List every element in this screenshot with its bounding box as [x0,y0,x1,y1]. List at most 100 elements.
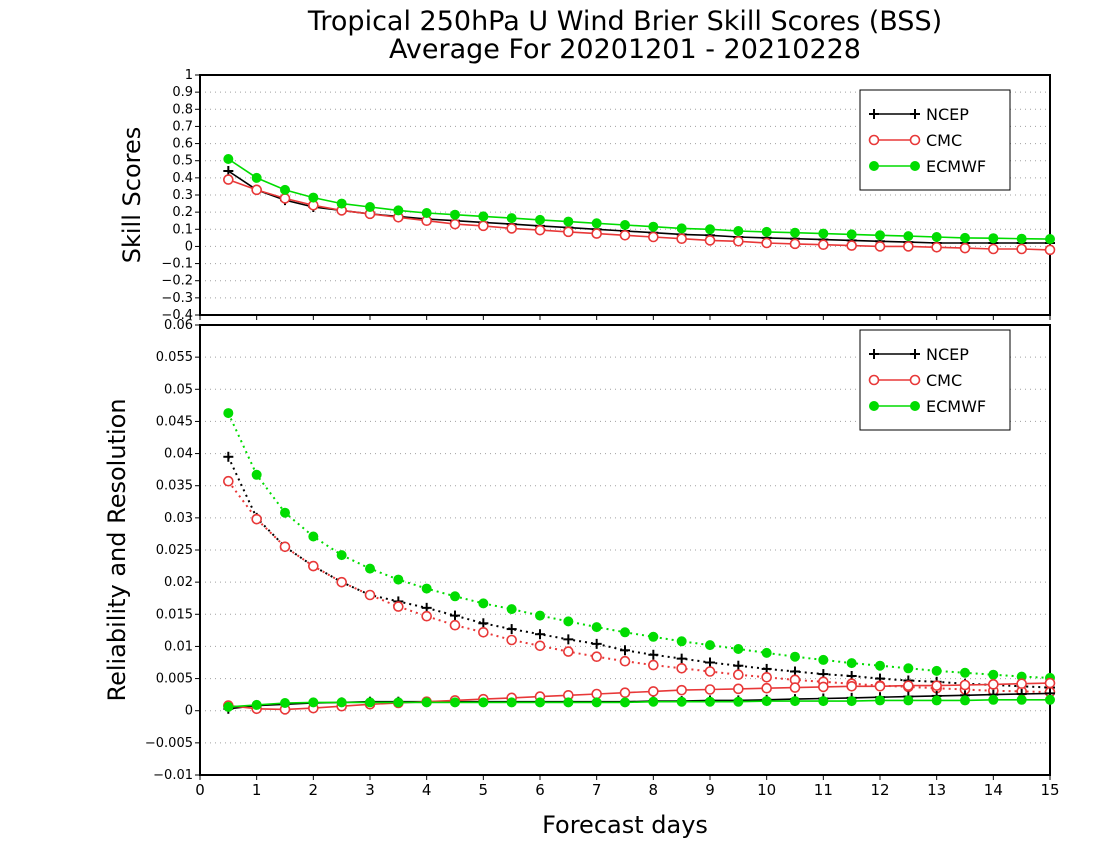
data-point [591,218,602,229]
data-point [563,616,574,627]
data-point [535,697,545,708]
y-axis-label: Skill Scores [118,127,146,264]
data-point [705,696,715,707]
y-tick-label: 0.045 [156,414,193,429]
legend-marker [869,401,879,411]
x-tick-label: 12 [870,781,889,799]
data-point [818,696,829,707]
data-point [761,682,772,694]
data-point [506,213,517,224]
data-point [279,541,291,553]
x-tick-label: 0 [195,781,205,799]
data-point [733,226,744,236]
data-point [280,184,290,195]
x-tick-label: 4 [422,781,432,799]
data-point [761,226,772,237]
data-point [733,669,744,681]
data-point [591,638,602,649]
data-point [223,451,234,462]
legend-marker [869,349,879,359]
data-point [591,651,602,663]
data-point [705,640,715,651]
data-point [874,241,886,252]
y-axis-label: Reliability and Resolution [103,398,131,701]
reliability-resolution-panel: −0.01 −0.005 0 0.005 0.01 0.015 0.02 0.025 0.03 0… [103,318,1060,799]
data-point [875,230,885,241]
legend-label: CMC [926,131,962,150]
data-point [648,696,659,707]
data-point [534,640,546,652]
y-tick-label: 0.005 [156,672,193,687]
data-point [280,698,290,708]
data-point [619,687,631,699]
data-point [563,216,574,227]
data-point [903,680,914,691]
y-tick-label: 0.6 [172,137,193,152]
data-point [988,243,999,255]
y-tick-label: 0.01 [164,639,193,654]
y-tick-label: 1 [185,68,193,83]
y-tick-label: 0.05 [164,382,193,397]
data-point [704,666,716,677]
data-point [676,233,687,245]
series-cmc-resolution [223,475,1056,698]
data-point [478,598,489,609]
data-point [846,229,857,240]
data-point [563,697,574,708]
data-point [818,239,829,251]
data-point [336,550,347,561]
data-point [790,227,800,238]
legend-marker [910,401,920,411]
data-point [988,679,999,690]
data-point [506,634,517,646]
data-point [1016,233,1027,244]
series-line [227,412,1051,679]
data-point [251,699,262,710]
data-point [421,208,432,218]
x-tick-label: 8 [649,781,659,799]
y-tick-label: 0.035 [156,479,193,494]
data-point [903,695,914,706]
data-point [846,696,857,707]
legend-label: ECMWF [926,397,986,416]
data-point [280,507,290,518]
y-tick-label: 0.025 [156,543,193,558]
data-point [478,618,489,629]
y-tick-label: 0.4 [172,171,193,186]
x-tick-label: 7 [592,781,602,799]
legend: NCEP CMC ECMWF [859,329,1011,431]
data-point [478,626,489,638]
data-point [733,660,744,671]
data-point [393,574,404,585]
data-point [364,589,376,601]
data-point [648,231,659,243]
y-tick-label: 0.06 [164,318,193,333]
data-point [591,697,602,708]
data-point [931,665,942,676]
data-point [790,651,800,662]
legend-marker [910,349,920,359]
legend-marker [910,109,920,119]
x-tick-label: 6 [535,781,545,799]
data-point [563,634,574,645]
data-point [676,653,687,664]
data-point [506,697,517,708]
data-point [450,610,460,621]
data-point [959,679,971,691]
legend-marker [869,161,879,171]
data-point [648,686,659,697]
data-point [506,624,517,635]
data-point [506,223,517,234]
data-point [733,696,744,707]
data-point [761,237,772,249]
data-point [676,636,687,647]
chart-title-line2: Average For 20201201 - 20210228 [389,34,861,65]
data-point [450,591,460,602]
legend-marker [910,161,920,171]
data-point [450,209,460,220]
data-point [620,697,630,708]
data-point [478,220,489,232]
x-tick-label: 11 [814,781,833,799]
y-tick-label: −0.01 [153,768,193,783]
